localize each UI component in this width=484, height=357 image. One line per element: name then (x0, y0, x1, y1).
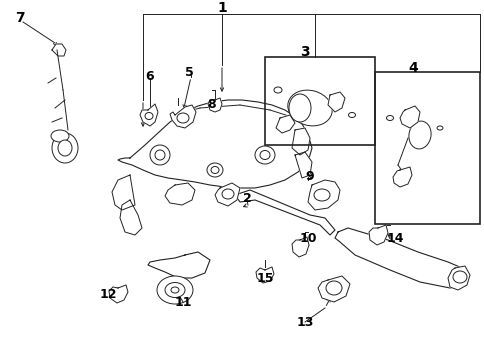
Polygon shape (318, 276, 349, 302)
Ellipse shape (165, 282, 184, 297)
Text: 6: 6 (145, 70, 154, 82)
Ellipse shape (255, 146, 274, 164)
Text: 9: 9 (305, 171, 314, 183)
Ellipse shape (177, 113, 189, 123)
Polygon shape (392, 167, 411, 187)
Polygon shape (256, 267, 273, 283)
Polygon shape (447, 266, 469, 290)
Polygon shape (235, 190, 334, 235)
Ellipse shape (145, 112, 152, 120)
Ellipse shape (287, 90, 332, 126)
Ellipse shape (51, 130, 69, 142)
Text: 8: 8 (207, 99, 216, 111)
Polygon shape (112, 175, 135, 210)
Ellipse shape (171, 287, 179, 293)
Text: 15: 15 (256, 272, 273, 285)
Text: 13: 13 (296, 316, 313, 328)
Ellipse shape (58, 140, 72, 156)
Bar (264, 57, 374, 145)
Ellipse shape (211, 166, 219, 174)
Ellipse shape (452, 271, 466, 283)
Ellipse shape (386, 116, 393, 121)
Polygon shape (109, 285, 128, 303)
Text: 4: 4 (407, 61, 417, 75)
Text: 5: 5 (184, 66, 193, 80)
Polygon shape (327, 92, 344, 112)
Polygon shape (399, 106, 419, 128)
Ellipse shape (157, 276, 193, 304)
Polygon shape (120, 200, 142, 235)
Polygon shape (307, 180, 339, 210)
Ellipse shape (313, 189, 329, 201)
Text: 10: 10 (299, 231, 316, 245)
Polygon shape (291, 237, 308, 257)
Polygon shape (368, 225, 387, 245)
Polygon shape (148, 252, 210, 278)
Polygon shape (291, 128, 309, 155)
Text: 3: 3 (300, 45, 309, 59)
Text: 12: 12 (99, 288, 117, 302)
Text: 1: 1 (217, 1, 227, 15)
Ellipse shape (222, 189, 233, 199)
Polygon shape (52, 44, 66, 56)
Polygon shape (275, 115, 294, 133)
Ellipse shape (52, 133, 78, 163)
Text: 2: 2 (242, 191, 251, 205)
Ellipse shape (273, 87, 281, 93)
Polygon shape (165, 183, 195, 205)
Polygon shape (140, 104, 158, 126)
Polygon shape (208, 98, 222, 112)
Ellipse shape (150, 145, 170, 165)
Ellipse shape (325, 281, 341, 295)
Polygon shape (214, 183, 240, 206)
Ellipse shape (408, 121, 430, 149)
Ellipse shape (155, 150, 165, 160)
Polygon shape (118, 100, 311, 188)
Text: 7: 7 (15, 11, 25, 25)
Ellipse shape (259, 151, 270, 160)
Text: 11: 11 (174, 296, 191, 308)
Polygon shape (334, 228, 467, 288)
Bar (374, 72, 479, 224)
Ellipse shape (436, 126, 442, 130)
Ellipse shape (207, 163, 223, 177)
Ellipse shape (288, 94, 310, 122)
Text: 14: 14 (385, 231, 403, 245)
Polygon shape (170, 105, 196, 128)
Polygon shape (294, 152, 311, 178)
Ellipse shape (348, 112, 355, 117)
